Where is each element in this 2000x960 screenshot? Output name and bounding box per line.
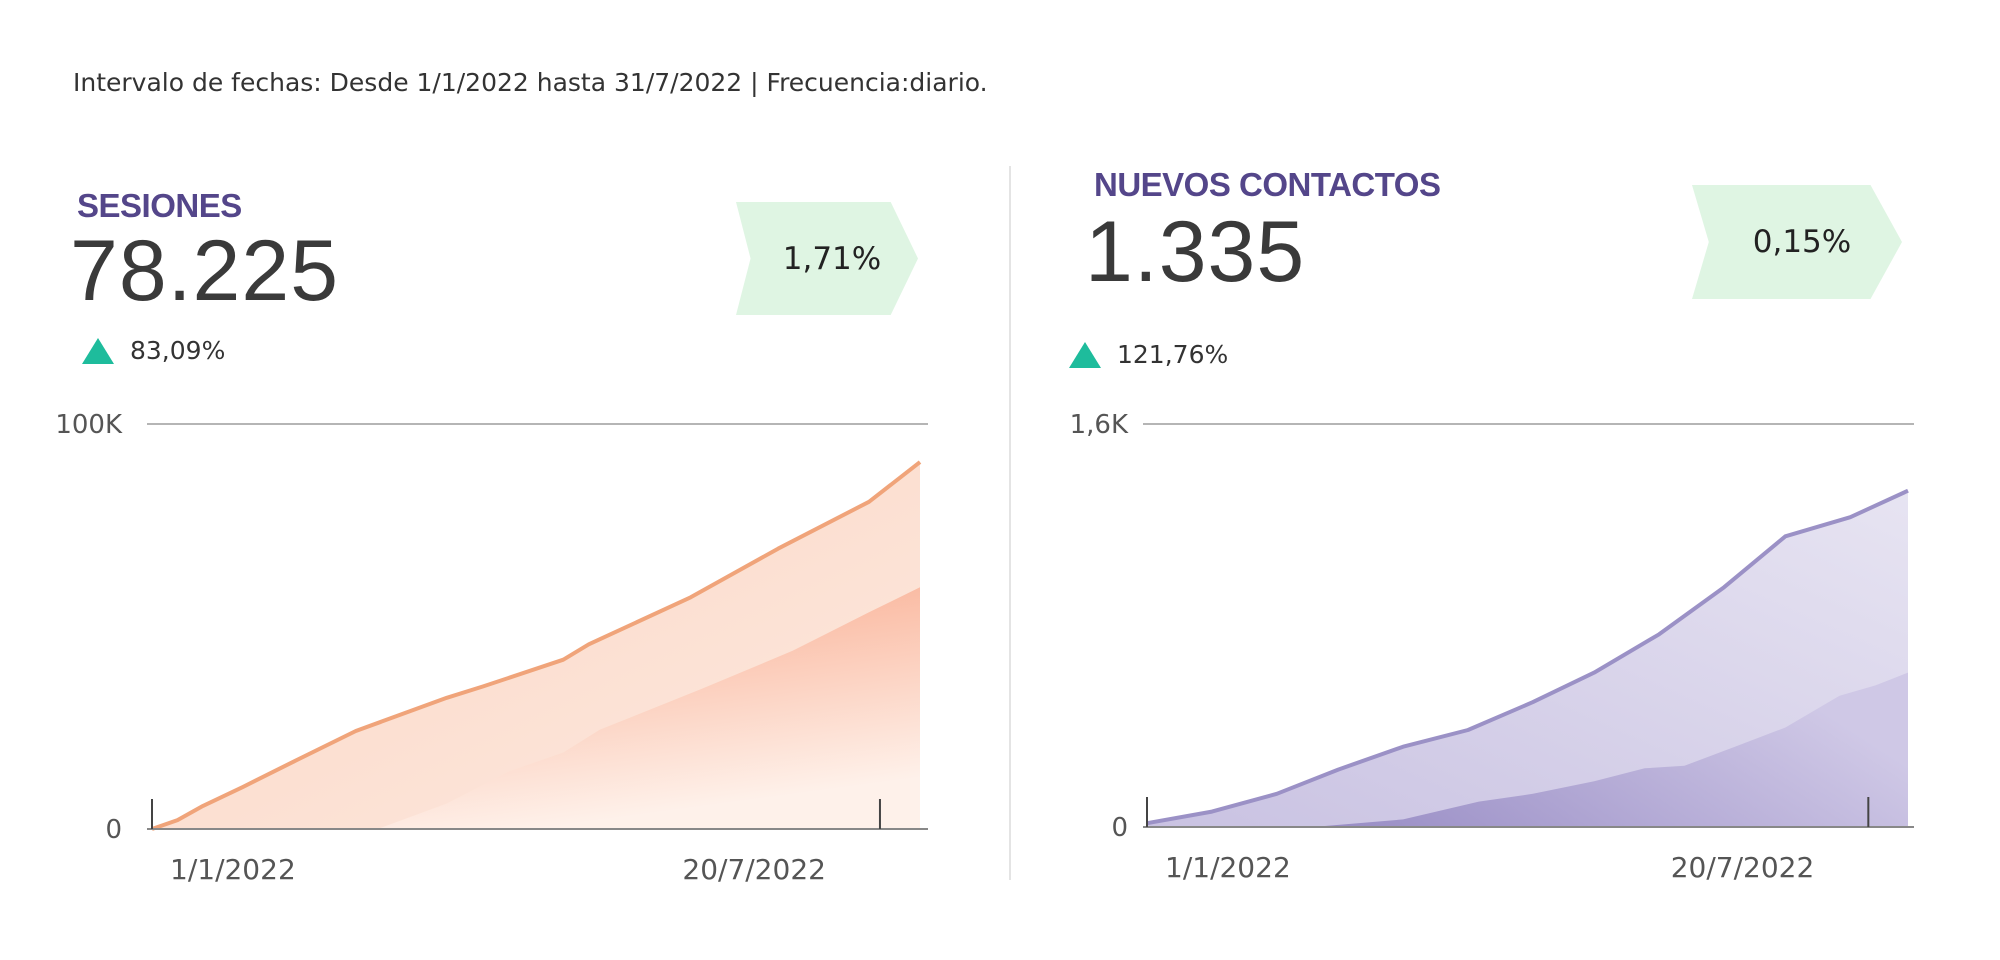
sessions-y-tick-label: 100K [55,410,123,440]
sessions-y-tick-label: 0 [105,815,122,845]
contacts-delta-text: 121,76% [1117,340,1229,369]
contacts-badge-text: 0,15% [1752,224,1852,260]
sessions-change-badge: 1,71% [736,202,918,315]
sessions-badge-text: 1,71% [782,240,882,277]
contacts-value: 1.335 [1085,204,1306,300]
sessions-x-tick-label: 1/1/2022 [170,853,296,886]
sessions-title: SESIONES [77,187,242,224]
contacts-series-0-line [1146,488,1909,826]
contacts-y-tick-label: 0 [1111,813,1128,843]
contacts-title: NUEVOS CONTACTOS [1094,166,1441,203]
contacts-y-tick-label: 1,6K [1070,410,1129,440]
sessions-series-1-area [377,587,921,829]
contacts-series-1-area [1312,672,1908,827]
contacts-delta: 121,76% [1069,340,1228,369]
sessions-series-0-line [151,460,922,831]
date-range-subtitle: Intervalo de fechas: Desde 1/1/2022 hast… [73,68,988,97]
sessions-delta-text: 83,09% [130,336,226,365]
panel-divider [1009,166,1011,880]
triangle-up-icon [1069,341,1101,368]
sessions-delta: 83,09% [82,336,225,365]
contacts-x-tick-label: 20/7/2022 [1671,851,1815,884]
contacts-change-badge: 0,15% [1692,185,1902,299]
triangle-up-icon [82,337,114,364]
sessions-x-tick-label: 20/7/2022 [682,853,826,886]
sessions-value: 78.225 [70,223,340,319]
contacts-series-0-area [1147,490,1908,827]
contacts-x-tick-label: 1/1/2022 [1165,851,1291,884]
